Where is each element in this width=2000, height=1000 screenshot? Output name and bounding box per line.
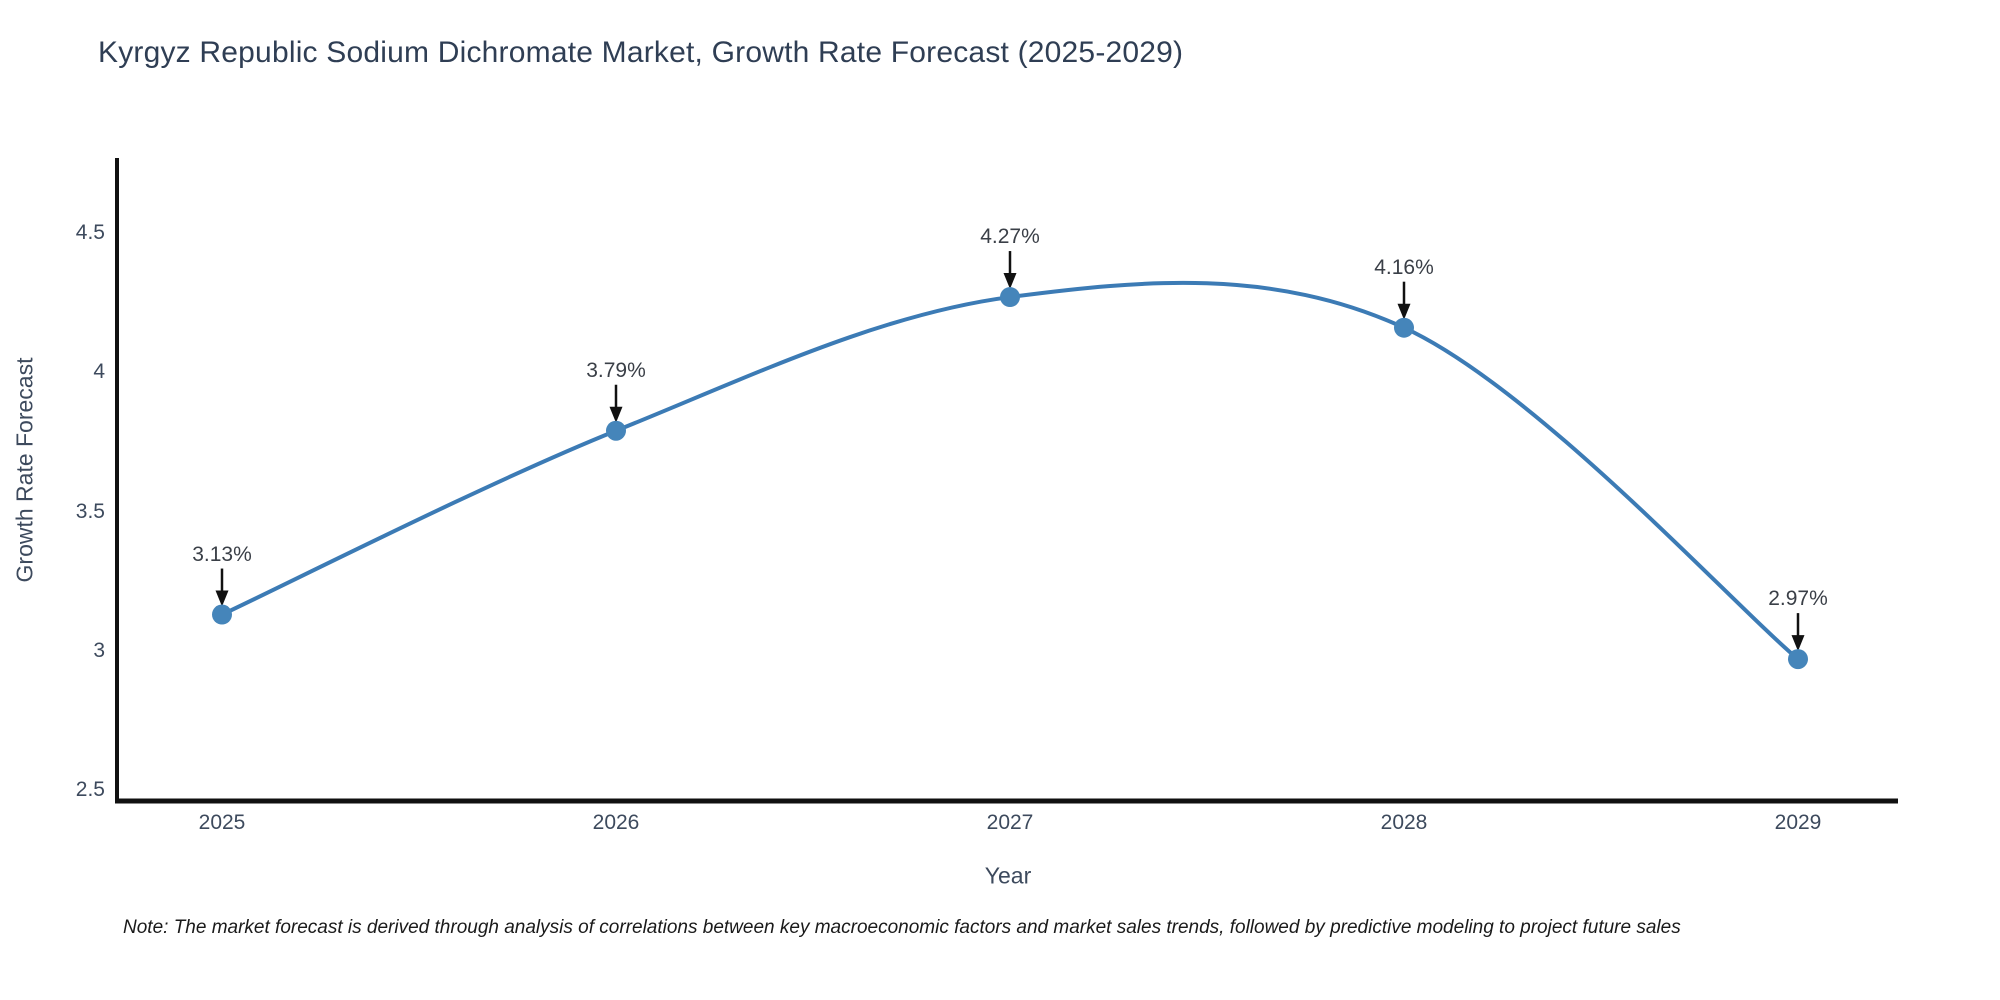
annotation-arrow-head <box>215 590 229 607</box>
data-point-label: 4.16% <box>1374 255 1434 279</box>
annotation-arrow-head <box>1791 635 1805 652</box>
data-point-label: 4.27% <box>980 225 1040 249</box>
data-point-marker[interactable] <box>1000 287 1020 308</box>
data-point-label: 3.79% <box>586 358 646 382</box>
y-tick-label: 3.5 <box>75 499 105 523</box>
data-point-marker[interactable] <box>1394 317 1414 338</box>
forecast-line <box>220 280 1800 662</box>
x-tick-label: 2029 <box>1774 811 1822 834</box>
y-tick-label: 3 <box>93 638 105 662</box>
y-tick-label: 2.5 <box>75 778 105 801</box>
annotation-arrow-head <box>1003 273 1017 290</box>
annotation-arrow-head <box>609 406 623 423</box>
data-point-marker[interactable] <box>212 604 232 625</box>
x-tick-label: 2028 <box>1380 811 1428 834</box>
y-tick-label: 4 <box>93 360 105 384</box>
footnote: Note: The market forecast is derived thr… <box>123 917 1681 938</box>
data-point-label: 2.97% <box>1768 587 1828 611</box>
x-axis-title: Year <box>984 862 1032 889</box>
y-tick-label: 4.5 <box>75 221 105 244</box>
y-axis-title: Growth Rate Forecast <box>11 357 38 583</box>
data-point-marker[interactable] <box>606 420 626 441</box>
chart-title: Kyrgyz Republic Sodium Dichromate Market… <box>98 36 1184 69</box>
x-tick-label: 2027 <box>986 811 1034 834</box>
x-tick-label: 2025 <box>198 811 246 834</box>
data-point-label: 3.13% <box>192 542 252 566</box>
data-point-marker[interactable] <box>1788 649 1808 670</box>
annotation-arrow-head <box>1397 303 1411 320</box>
x-tick-label: 2026 <box>592 811 640 834</box>
